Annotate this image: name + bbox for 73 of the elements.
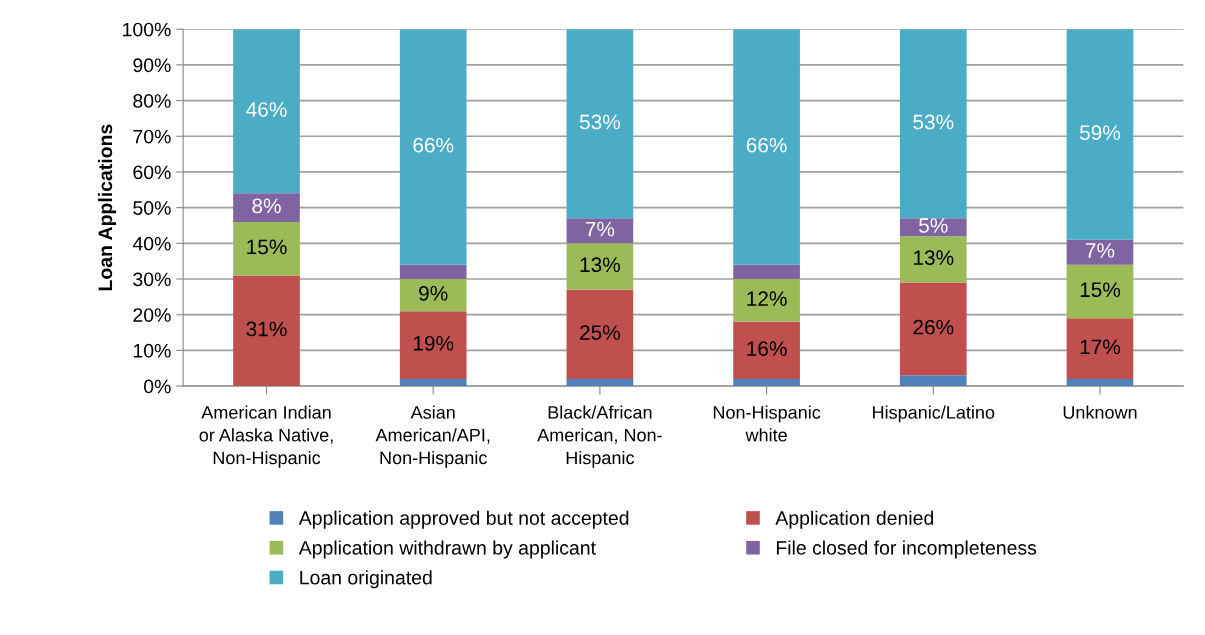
legend-label: Application approved but not accepted [298, 510, 629, 529]
bar [899, 29, 967, 219]
bar [566, 243, 634, 290]
legend-label: Loan originated [300, 570, 432, 589]
y-tick-label: 40% [132, 236, 171, 251]
y-tick-label: 0% [144, 379, 171, 394]
legend-label: File closed for incompleteness [776, 540, 1037, 559]
data-label: 13% [580, 257, 620, 273]
data-label: 66% [746, 137, 787, 153]
data-label: 15% [1080, 282, 1121, 298]
data-label: 26% [913, 319, 954, 335]
bar [733, 29, 800, 265]
data-label: 12% [747, 291, 787, 306]
x-tick-label: Black/African American, Non- Hispanic [537, 405, 662, 468]
data-label: 53% [913, 114, 954, 130]
bar [733, 378, 800, 387]
data-label: 66% [413, 137, 454, 153]
bar [1066, 318, 1134, 379]
y-tick-label: 90% [133, 58, 171, 73]
x-tick-label: American Indian or Alaska Native, Non-Hispanic [199, 405, 333, 468]
y-tick-label: 100% [123, 22, 171, 37]
bar [399, 29, 467, 265]
data-label: 53% [579, 114, 620, 130]
bar [399, 378, 467, 387]
data-label: 16% [747, 341, 787, 356]
bar [233, 221, 300, 276]
x-tick-label: Non-Hispanic white [713, 405, 821, 442]
data-label: 46% [246, 102, 287, 117]
bar [899, 282, 967, 376]
bar [566, 29, 634, 219]
bar [566, 378, 634, 387]
bar [1066, 264, 1134, 319]
y-tick-label: 20% [133, 308, 171, 322]
y-tick-label: 50% [133, 201, 171, 215]
data-label: 15% [247, 239, 287, 255]
bar [399, 279, 467, 312]
x-tick-label: Hispanic/Latino [873, 405, 995, 423]
legend-label: Application denied [775, 510, 934, 529]
y-tick-label: 80% [133, 94, 171, 108]
bar [733, 321, 800, 379]
data-label: 8% [252, 198, 281, 214]
legend-label: Application withdrawn by applicant [298, 540, 596, 559]
bar [1066, 239, 1134, 265]
y-tick-label: 30% [133, 272, 171, 287]
bar [1066, 29, 1134, 240]
y-tick-label: 60% [133, 165, 171, 180]
y-tick-label: 70% [133, 129, 171, 144]
x-tick-label: Asian American/API, Non-Hispanic [375, 405, 490, 468]
data-label: 5% [919, 218, 948, 233]
bar [566, 218, 634, 244]
data-label: 25% [580, 325, 620, 340]
bar [733, 264, 800, 280]
bar [399, 311, 467, 379]
data-label: 17% [1080, 339, 1121, 355]
data-label: 31% [246, 321, 287, 337]
data-label: 9% [419, 285, 448, 301]
bar [899, 375, 967, 387]
bar [233, 193, 300, 222]
bar [233, 275, 300, 387]
bar [399, 264, 467, 280]
y-axis-title: Loan Applications [97, 124, 117, 291]
y-tick-label: 10% [133, 343, 171, 358]
bar [1066, 378, 1134, 387]
data-label: 19% [413, 335, 454, 351]
bar [566, 289, 634, 379]
data-label: 7% [585, 221, 615, 237]
bar [233, 29, 300, 194]
bar [733, 279, 800, 322]
data-label: 7% [1085, 243, 1115, 258]
x-tick-label: Unknown [1063, 405, 1137, 419]
data-label: 59% [1079, 125, 1121, 141]
data-label: 13% [914, 250, 954, 265]
bar [899, 236, 967, 283]
